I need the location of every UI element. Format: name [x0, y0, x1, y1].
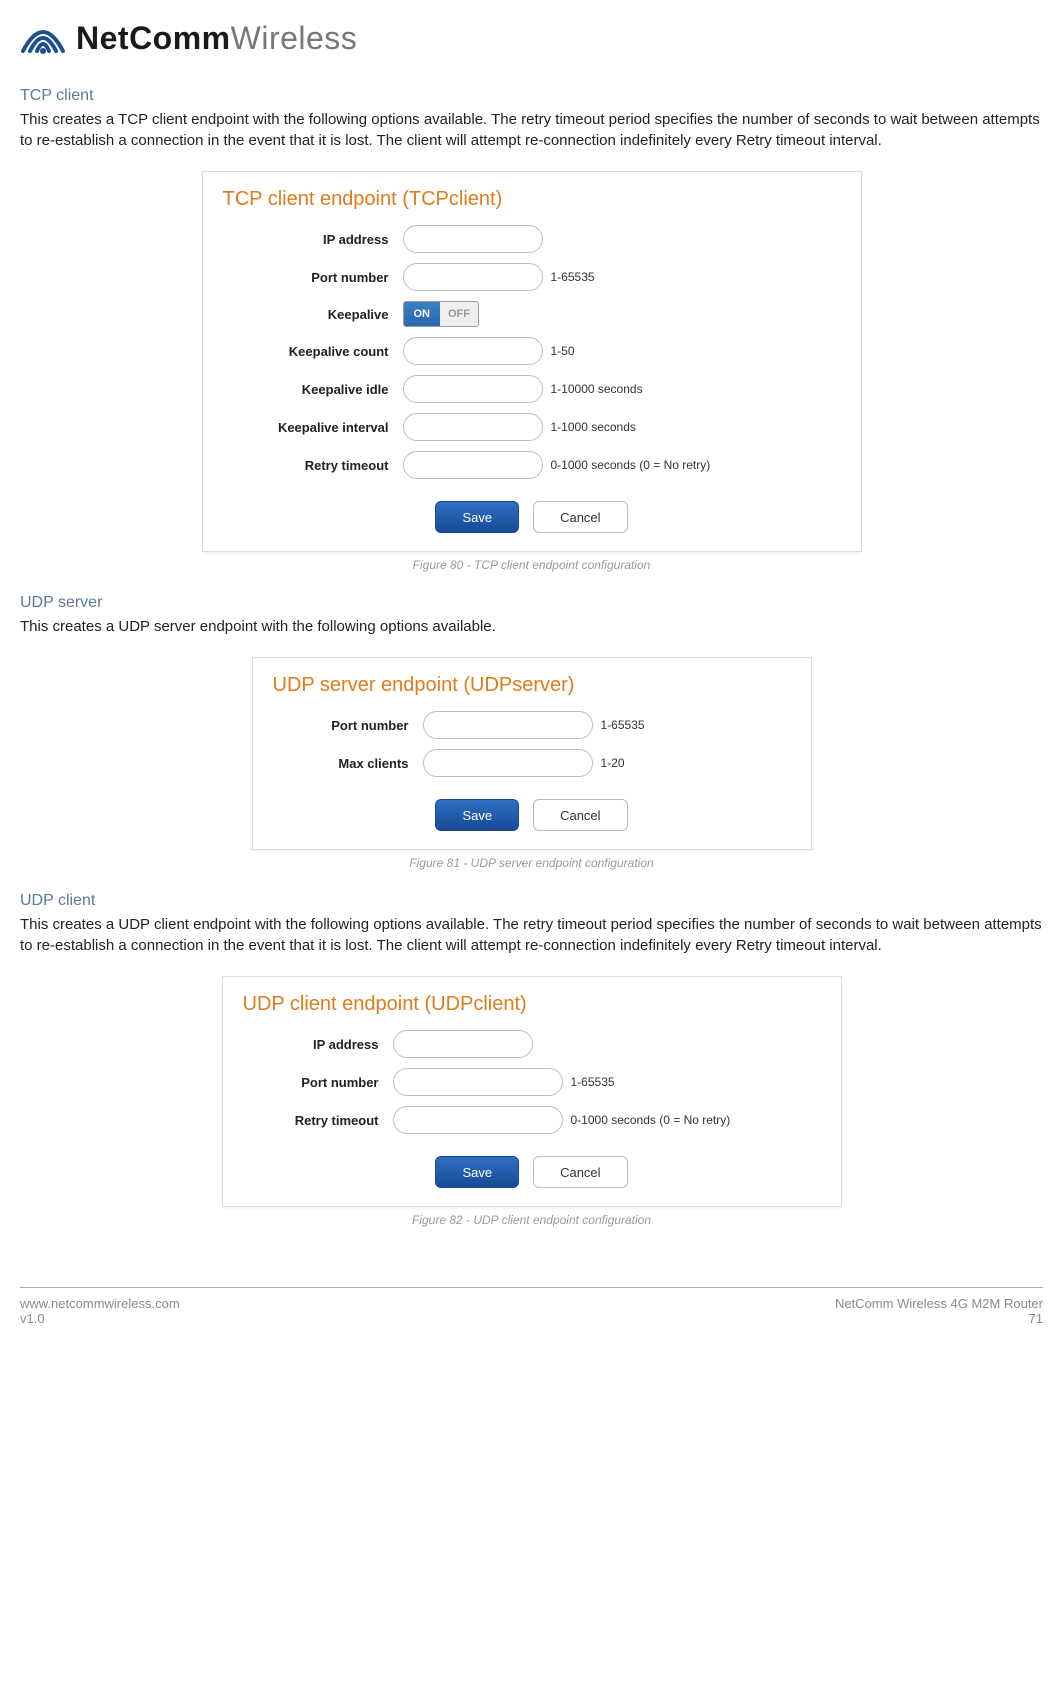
- tcp-client-text: This creates a TCP client endpoint with …: [20, 109, 1043, 151]
- tcp-kacount-label: Keepalive count: [223, 344, 403, 359]
- udps-button-row: Save Cancel: [273, 799, 791, 831]
- tcp-kaint-input[interactable]: [403, 413, 543, 441]
- footer-right: NetComm Wireless 4G M2M Router 71: [835, 1296, 1043, 1326]
- tcp-ip-input[interactable]: [403, 225, 543, 253]
- footer-page: 71: [835, 1311, 1043, 1326]
- udps-max-input[interactable]: [423, 749, 593, 777]
- tcp-port-label: Port number: [223, 270, 403, 285]
- udpserver-panel-title: UDP server endpoint (UDPserver): [273, 674, 791, 697]
- footer-url: www.netcommwireless.com: [20, 1296, 180, 1311]
- figure-82-caption: Figure 82 - UDP client endpoint configur…: [20, 1213, 1043, 1227]
- tcp-kaidle-input[interactable]: [403, 375, 543, 403]
- footer-version: v1.0: [20, 1311, 180, 1326]
- udpc-port-input[interactable]: [393, 1068, 563, 1096]
- tcp-kaint-row: Keepalive interval 1-1000 seconds: [223, 413, 841, 441]
- tcp-kacount-hint: 1-50: [551, 344, 575, 358]
- save-button[interactable]: Save: [435, 1156, 519, 1188]
- tcp-retry-row: Retry timeout 0-1000 seconds (0 = No ret…: [223, 451, 841, 479]
- tcp-port-input[interactable]: [403, 263, 543, 291]
- tcp-port-row: Port number 1-65535: [223, 263, 841, 291]
- udpc-retry-label: Retry timeout: [243, 1113, 393, 1128]
- tcp-port-hint: 1-65535: [551, 270, 595, 284]
- brand-light: Wireless: [231, 20, 358, 56]
- tcp-kaidle-hint: 1-10000 seconds: [551, 382, 643, 396]
- udpclient-panel-title: UDP client endpoint (UDPclient): [243, 993, 821, 1016]
- udp-client-heading: UDP client: [20, 892, 1043, 910]
- udpc-port-hint: 1-65535: [571, 1075, 615, 1089]
- tcp-keepalive-row: Keepalive ON OFF: [223, 301, 841, 327]
- brand-text: NetCommWireless: [76, 20, 357, 57]
- udpc-port-label: Port number: [243, 1075, 393, 1090]
- udpc-ip-label: IP address: [243, 1037, 393, 1052]
- keepalive-toggle[interactable]: ON OFF: [403, 301, 480, 327]
- toggle-off: OFF: [440, 302, 478, 326]
- udps-max-row: Max clients 1-20: [273, 749, 791, 777]
- udps-port-input[interactable]: [423, 711, 593, 739]
- udpc-retry-input[interactable]: [393, 1106, 563, 1134]
- tcp-keepalive-label: Keepalive: [223, 307, 403, 322]
- udp-server-panel: UDP server endpoint (UDPserver) Port num…: [252, 657, 812, 850]
- udp-client-text: This creates a UDP client endpoint with …: [20, 914, 1043, 956]
- udpc-port-row: Port number 1-65535: [243, 1068, 821, 1096]
- tcp-kacount-input[interactable]: [403, 337, 543, 365]
- tcp-button-row: Save Cancel: [223, 501, 841, 533]
- tcp-client-heading: TCP client: [20, 87, 1043, 105]
- tcp-kaint-hint: 1-1000 seconds: [551, 420, 636, 434]
- tcp-ip-label: IP address: [223, 232, 403, 247]
- cancel-button[interactable]: Cancel: [533, 799, 627, 831]
- tcp-retry-input[interactable]: [403, 451, 543, 479]
- udps-port-hint: 1-65535: [601, 718, 645, 732]
- tcp-kaidle-label: Keepalive idle: [223, 382, 403, 397]
- netcomm-logo-icon: [20, 21, 66, 57]
- udps-port-row: Port number 1-65535: [273, 711, 791, 739]
- tcp-retry-hint: 0-1000 seconds (0 = No retry): [551, 458, 711, 472]
- brand-header: NetCommWireless: [20, 20, 1043, 57]
- tcp-kaidle-row: Keepalive idle 1-10000 seconds: [223, 375, 841, 403]
- tcp-panel-title: TCP client endpoint (TCPclient): [223, 188, 841, 211]
- figure-80-caption: Figure 80 - TCP client endpoint configur…: [20, 558, 1043, 572]
- udps-max-label: Max clients: [273, 756, 423, 771]
- footer-left: www.netcommwireless.com v1.0: [20, 1296, 180, 1326]
- tcp-retry-label: Retry timeout: [223, 458, 403, 473]
- tcp-kaint-label: Keepalive interval: [223, 420, 403, 435]
- tcp-kacount-row: Keepalive count 1-50: [223, 337, 841, 365]
- udpc-ip-input[interactable]: [393, 1030, 533, 1058]
- udp-client-panel: UDP client endpoint (UDPclient) IP addre…: [222, 976, 842, 1207]
- brand-bold: NetComm: [76, 20, 231, 56]
- udpc-retry-hint: 0-1000 seconds (0 = No retry): [571, 1113, 731, 1127]
- udps-max-hint: 1-20: [601, 756, 625, 770]
- udp-server-text: This creates a UDP server endpoint with …: [20, 616, 1043, 637]
- figure-81-caption: Figure 81 - UDP server endpoint configur…: [20, 856, 1043, 870]
- udpc-button-row: Save Cancel: [243, 1156, 821, 1188]
- save-button[interactable]: Save: [435, 501, 519, 533]
- tcp-client-panel: TCP client endpoint (TCPclient) IP addre…: [202, 171, 862, 552]
- cancel-button[interactable]: Cancel: [533, 501, 627, 533]
- udpc-retry-row: Retry timeout 0-1000 seconds (0 = No ret…: [243, 1106, 821, 1134]
- footer-product: NetComm Wireless 4G M2M Router: [835, 1296, 1043, 1311]
- udp-server-heading: UDP server: [20, 594, 1043, 612]
- page-footer: www.netcommwireless.com v1.0 NetComm Wir…: [20, 1287, 1043, 1340]
- toggle-on: ON: [404, 302, 441, 326]
- udps-port-label: Port number: [273, 718, 423, 733]
- save-button[interactable]: Save: [435, 799, 519, 831]
- udpc-ip-row: IP address: [243, 1030, 821, 1058]
- cancel-button[interactable]: Cancel: [533, 1156, 627, 1188]
- tcp-ip-row: IP address: [223, 225, 841, 253]
